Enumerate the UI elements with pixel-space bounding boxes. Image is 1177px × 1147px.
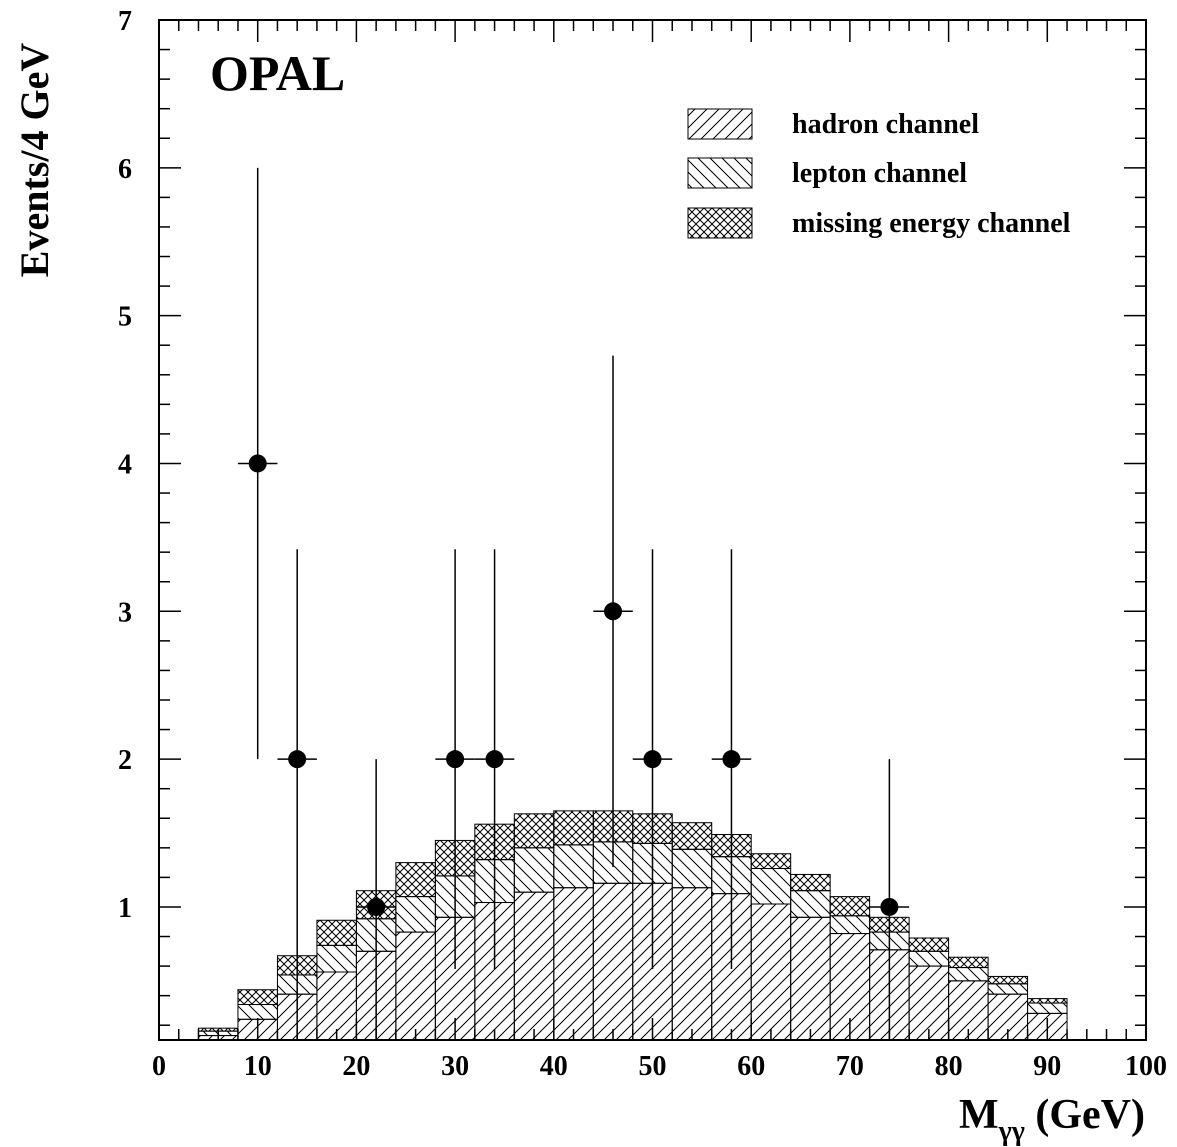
- bar-lepton-channel-12: [671, 848, 713, 889]
- x-tick-label: 30: [441, 1051, 469, 1082]
- bar-lepton-channel-18: [908, 950, 950, 967]
- bar-lepton-channel-8: [513, 847, 555, 893]
- data-point-1: [288, 750, 307, 769]
- x-tick-label: 70: [836, 1051, 864, 1082]
- bar-missing-energy-channel-3: [316, 919, 357, 946]
- x-tick-label: 0: [152, 1051, 166, 1082]
- x-tick-label: 60: [737, 1051, 765, 1082]
- bar-hadron-channel-18: [908, 965, 950, 1041]
- x-tick-label: 80: [935, 1051, 963, 1082]
- bar-missing-energy-channel-20: [987, 975, 1029, 985]
- axes: 0 10 20 30 40 50 60 70 80 90 100 1 2 3 4 5 6 7: [118, 6, 1167, 1082]
- bar-missing-energy-channel-1: [237, 989, 278, 1006]
- bar-missing-energy-channel-18: [908, 937, 950, 952]
- bar-lepton-channel-14: [750, 868, 792, 905]
- y-tick-label: 6: [118, 154, 132, 185]
- bar-missing-energy-channel-19: [948, 956, 989, 969]
- data-point-5: [604, 602, 623, 621]
- data-point-6: [643, 750, 662, 769]
- x-axis-label-unit: (GeV): [1025, 1092, 1145, 1138]
- x-tick-label: 20: [342, 1051, 370, 1082]
- y-axis-label: Events/4 GeV: [12, 43, 57, 278]
- bar-missing-energy-channel-12: [671, 822, 713, 850]
- legend-label-hadron-channel: hadron channel: [792, 109, 979, 140]
- bar-lepton-channel-21: [1027, 1002, 1068, 1014]
- bar-hadron-channel-14: [750, 903, 792, 1041]
- bar-missing-energy-channel-9: [553, 810, 594, 846]
- x-tick-label: 10: [244, 1051, 272, 1082]
- x-axis-label-main: M: [959, 1092, 999, 1138]
- bar-hadron-channel-15: [790, 916, 831, 1041]
- legend-label-missing-energy-channel: missing energy channel: [792, 208, 1071, 239]
- bar-lepton-channel-20: [987, 983, 1029, 995]
- bar-missing-energy-channel-21: [1027, 998, 1068, 1004]
- x-tick-label: 90: [1033, 1051, 1061, 1082]
- x-axis-label-sub: γγ: [998, 1116, 1025, 1147]
- x-tick-label: 40: [540, 1051, 568, 1082]
- data-points: [237, 167, 910, 1040]
- y-tick-label: 1: [118, 893, 132, 924]
- bar-lepton-channel-19: [948, 967, 989, 982]
- x-tick-label: 50: [639, 1051, 667, 1082]
- x-axis-label: Mγγ (GeV): [959, 1092, 1145, 1147]
- legend-label-lepton-channel: lepton channel: [792, 158, 967, 189]
- x-tick-label: 100: [1125, 1051, 1167, 1082]
- data-point-8: [880, 897, 899, 916]
- data-point-4: [485, 750, 504, 769]
- bar-hadron-channel-5: [395, 931, 436, 1041]
- data-point-7: [722, 750, 741, 769]
- bar-hadron-channel-12: [671, 887, 713, 1041]
- bar-hadron-channel-8: [513, 891, 555, 1041]
- bar-missing-energy-channel-14: [750, 853, 792, 870]
- bar-missing-energy-channel-16: [829, 896, 871, 917]
- bar-lepton-channel-1: [237, 1004, 278, 1020]
- bar-missing-energy-channel-15: [790, 873, 831, 892]
- bar-missing-energy-channel-5: [395, 862, 436, 898]
- data-point-3: [446, 750, 465, 769]
- bar-hadron-channel-9: [553, 887, 594, 1041]
- legend-swatch-lepton-channel: [687, 157, 753, 189]
- bar-missing-energy-channel-8: [513, 813, 555, 849]
- bar-lepton-channel-5: [395, 896, 436, 933]
- y-tick-label: 3: [118, 597, 132, 628]
- legend-swatch-missing-energy-channel: [687, 207, 753, 239]
- legend-swatch-hadron-channel: [687, 108, 753, 140]
- data-point-2: [367, 897, 386, 916]
- legend: hadron channel lepton channel missing ener…: [687, 108, 1071, 239]
- data-point-0: [248, 454, 267, 473]
- bar-lepton-channel-3: [316, 944, 357, 973]
- y-tick-label: 5: [118, 302, 132, 333]
- y-tick-label: 4: [118, 449, 132, 480]
- bar-lepton-channel-16: [829, 915, 871, 935]
- chart-title: OPAL: [210, 45, 345, 101]
- bar-hadron-channel-10: [592, 882, 634, 1041]
- bar-lepton-channel-9: [553, 844, 594, 889]
- bar-lepton-channel-15: [790, 890, 831, 918]
- y-tick-label: 2: [118, 745, 132, 776]
- histogram-bars: [197, 810, 1068, 1041]
- y-tick-label: 7: [118, 6, 132, 37]
